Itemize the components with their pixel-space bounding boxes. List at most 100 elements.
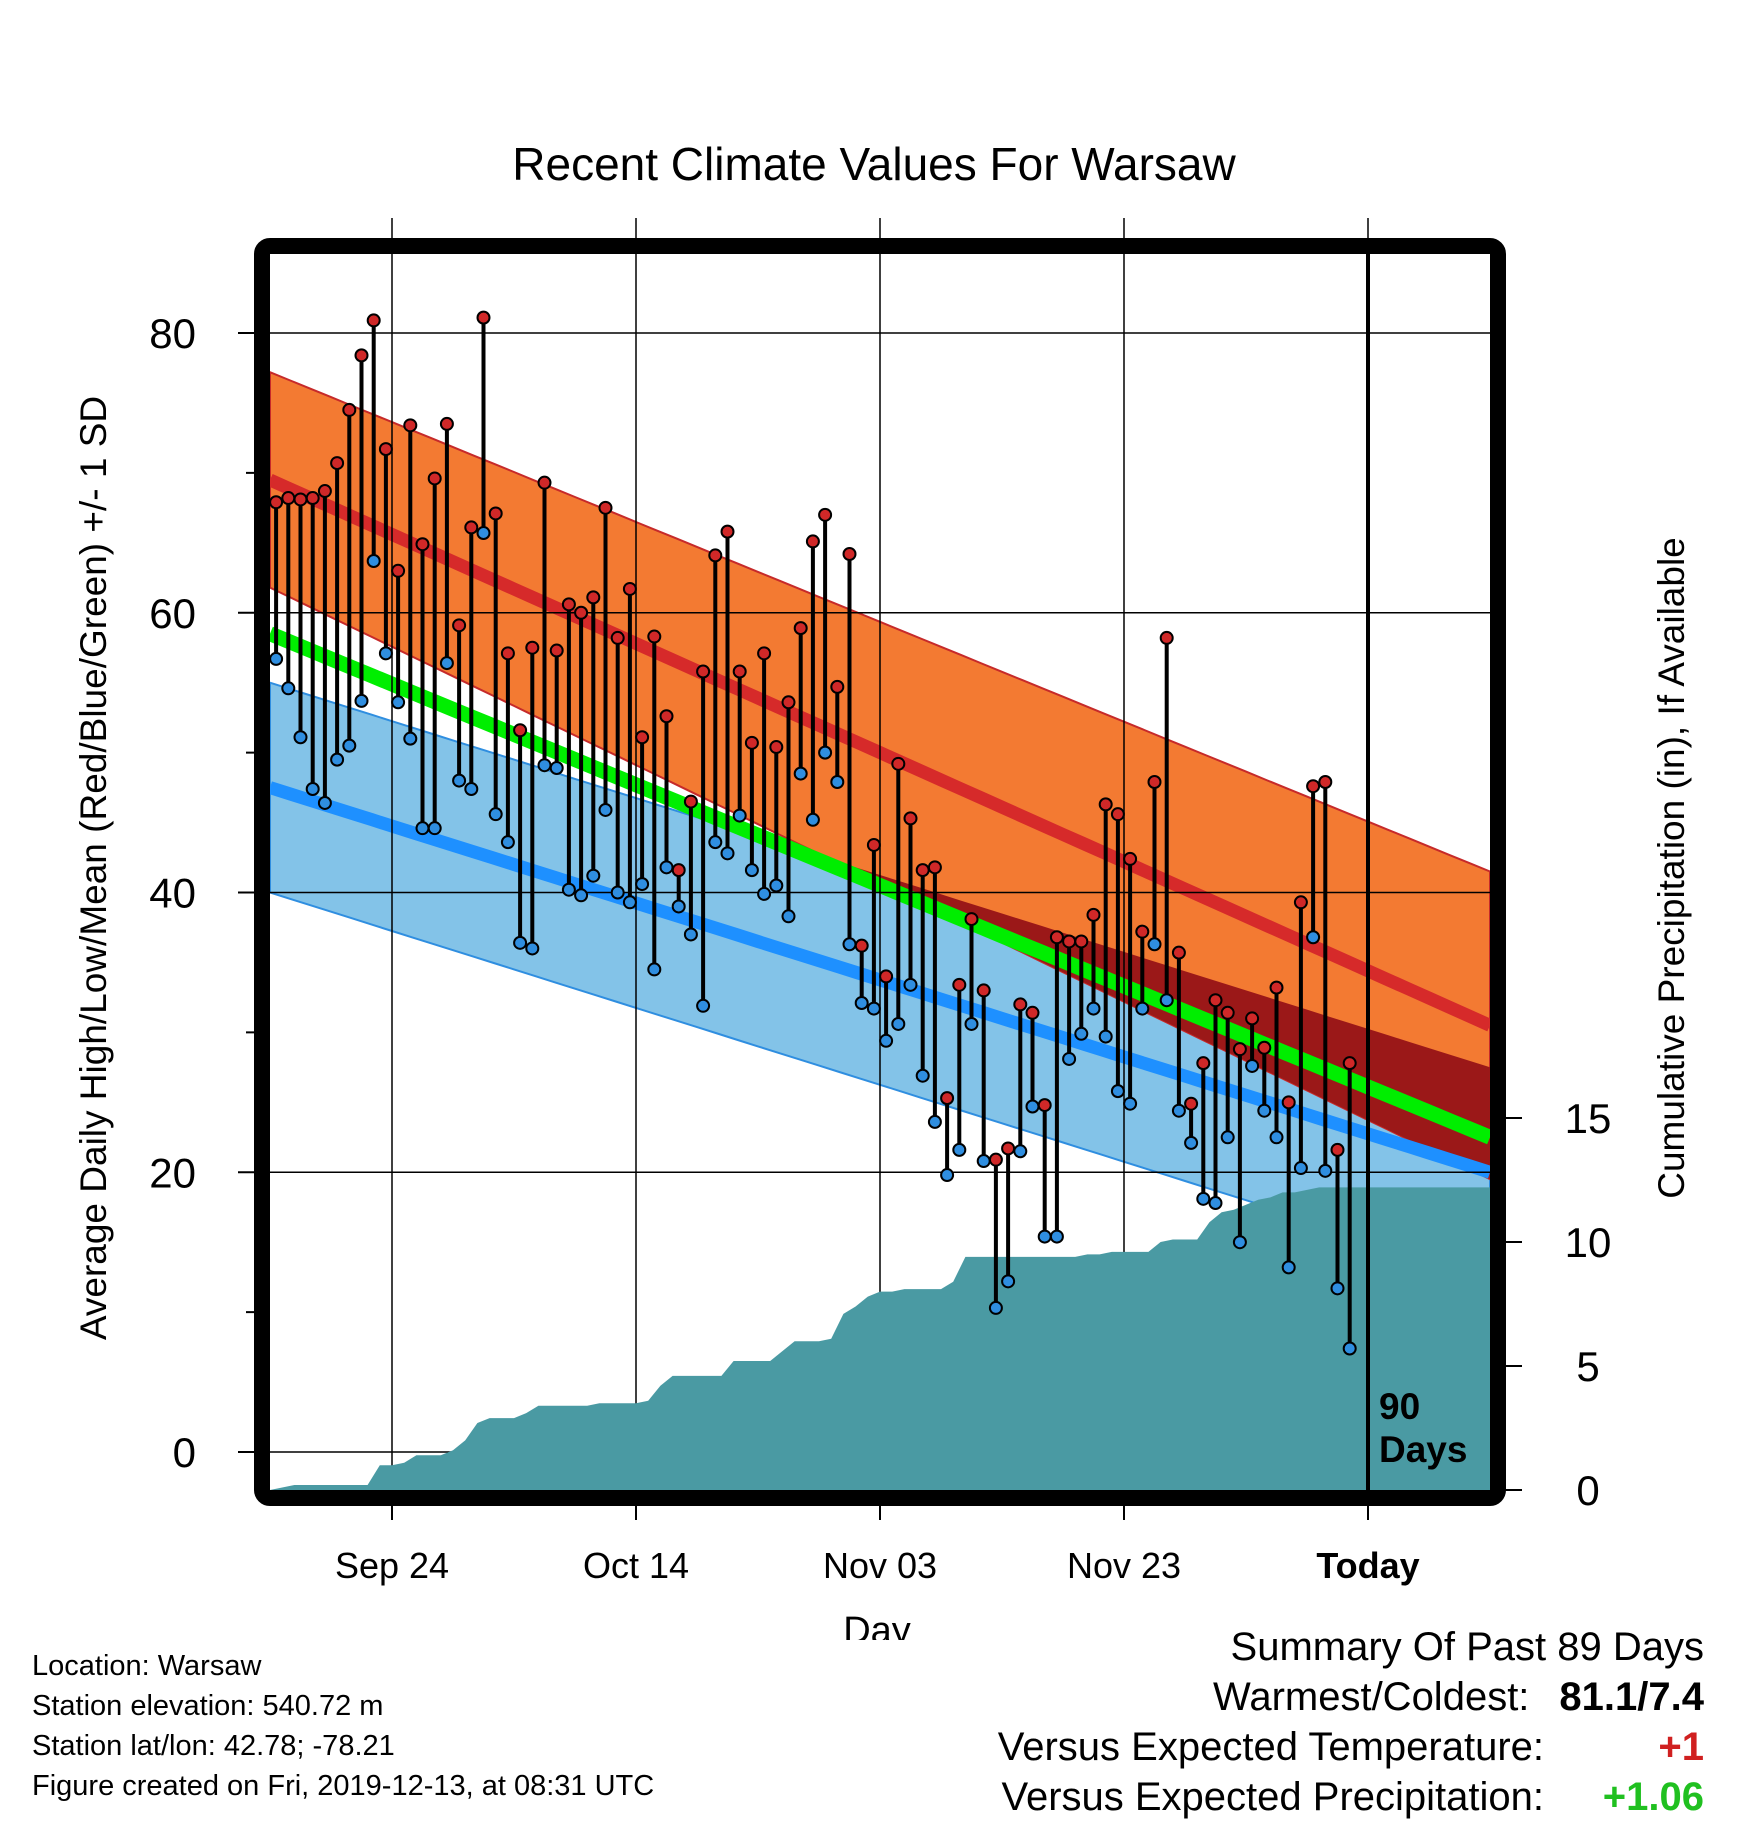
low-point [940, 1168, 955, 1183]
high-point [1098, 797, 1113, 812]
high-point [1086, 907, 1101, 922]
warmest-value: 81.1/7.4 [1559, 1675, 1704, 1719]
low-point [1293, 1161, 1308, 1176]
low-point [452, 773, 467, 788]
low-point [805, 812, 820, 827]
high-point [598, 500, 613, 515]
low-point [659, 860, 674, 875]
y-tick-label: 40 [149, 870, 196, 917]
x-tick-label: Nov 03 [823, 1545, 937, 1586]
high-point [988, 1152, 1003, 1167]
high-point [1147, 774, 1162, 789]
precip-area [270, 254, 1490, 1490]
low-point [1135, 1001, 1150, 1016]
location-text: Location: Warsaw [32, 1650, 262, 1682]
low-point [464, 781, 479, 796]
low-point [964, 1016, 979, 1031]
low-point [1257, 1103, 1272, 1118]
low-point [671, 899, 686, 914]
low-point [391, 695, 406, 710]
high-point [671, 863, 686, 878]
high-point [866, 837, 881, 852]
low-point [744, 863, 759, 878]
low-point [1184, 1135, 1199, 1150]
x-tick-label: Nov 23 [1067, 1545, 1181, 1586]
high-point [879, 969, 894, 984]
high-point [378, 442, 393, 457]
low-point [439, 656, 454, 671]
low-point [1049, 1229, 1064, 1244]
low-point [281, 681, 296, 696]
high-point [269, 495, 284, 510]
high-point [1293, 895, 1308, 910]
latlon-text: Station lat/lon: 42.78; -78.21 [32, 1730, 395, 1762]
high-point [757, 646, 772, 661]
y-tick-label: 20 [149, 1149, 196, 1196]
precip-area-shape [270, 1187, 1490, 1490]
station-info: Location: Warsaw Station elevation: 540.… [32, 1646, 654, 1806]
low-point [1110, 1084, 1125, 1099]
low-point [1123, 1096, 1138, 1111]
high-point [1257, 1040, 1272, 1055]
high-point [549, 643, 564, 658]
high-point [964, 912, 979, 927]
low-point [1086, 1001, 1101, 1016]
high-point [1330, 1142, 1345, 1157]
high-point [635, 730, 650, 745]
low-point [366, 553, 381, 568]
low-point [1062, 1051, 1077, 1066]
low-point [635, 877, 650, 892]
high-point [976, 983, 991, 998]
high-point [683, 794, 698, 809]
y2-tick-label: 15 [1565, 1095, 1612, 1142]
low-point [683, 927, 698, 942]
y-axis-label: Average Daily High/Low/Mean (Red/Blue/Gr… [73, 396, 114, 1340]
high-point [696, 664, 711, 679]
low-point [1232, 1235, 1247, 1250]
high-point [1208, 993, 1223, 1008]
y2-axis-label: Cumulative Precipitation (in), If Availa… [1651, 537, 1692, 1199]
x-tick-label: Oct 14 [583, 1545, 689, 1586]
low-point [342, 738, 357, 753]
low-point [1330, 1281, 1345, 1296]
low-point [1281, 1260, 1296, 1275]
y-tick-label: 0 [173, 1429, 196, 1476]
high-point [1074, 934, 1089, 949]
low-point [1318, 1163, 1333, 1178]
y-tick-label: 80 [149, 310, 196, 357]
low-point [720, 846, 735, 861]
high-point [610, 630, 625, 645]
high-point [952, 977, 967, 992]
high-point [818, 507, 833, 522]
low-point [549, 761, 564, 776]
x-axis-label: Day [843, 1610, 911, 1640]
high-point [342, 402, 357, 417]
high-point [842, 547, 857, 562]
low-point [732, 808, 747, 823]
low-point [537, 758, 552, 773]
high-point [1123, 851, 1138, 866]
low-point [427, 821, 442, 836]
high-point [452, 618, 467, 633]
high-point [1135, 924, 1150, 939]
low-point [1025, 1099, 1040, 1114]
low-point [500, 835, 515, 850]
high-point [915, 863, 930, 878]
y2-tick-label: 10 [1565, 1219, 1612, 1266]
y-axis-ticks: 0 20 40 60 80 [149, 310, 262, 1476]
temp-label: Versus Expected Temperature: [997, 1725, 1544, 1769]
y2-tick-label: 0 [1576, 1467, 1599, 1514]
low-point [1037, 1229, 1052, 1244]
high-point [464, 520, 479, 535]
low-point [903, 977, 918, 992]
high-point [415, 537, 430, 552]
low-point [1208, 1196, 1223, 1211]
low-point [696, 998, 711, 1013]
high-point [525, 640, 540, 655]
high-point [281, 491, 296, 506]
high-point [317, 484, 332, 499]
high-point [1049, 930, 1064, 945]
low-point [647, 962, 662, 977]
high-point [1281, 1095, 1296, 1110]
elevation-text: Station elevation: 540.72 m [32, 1690, 384, 1722]
